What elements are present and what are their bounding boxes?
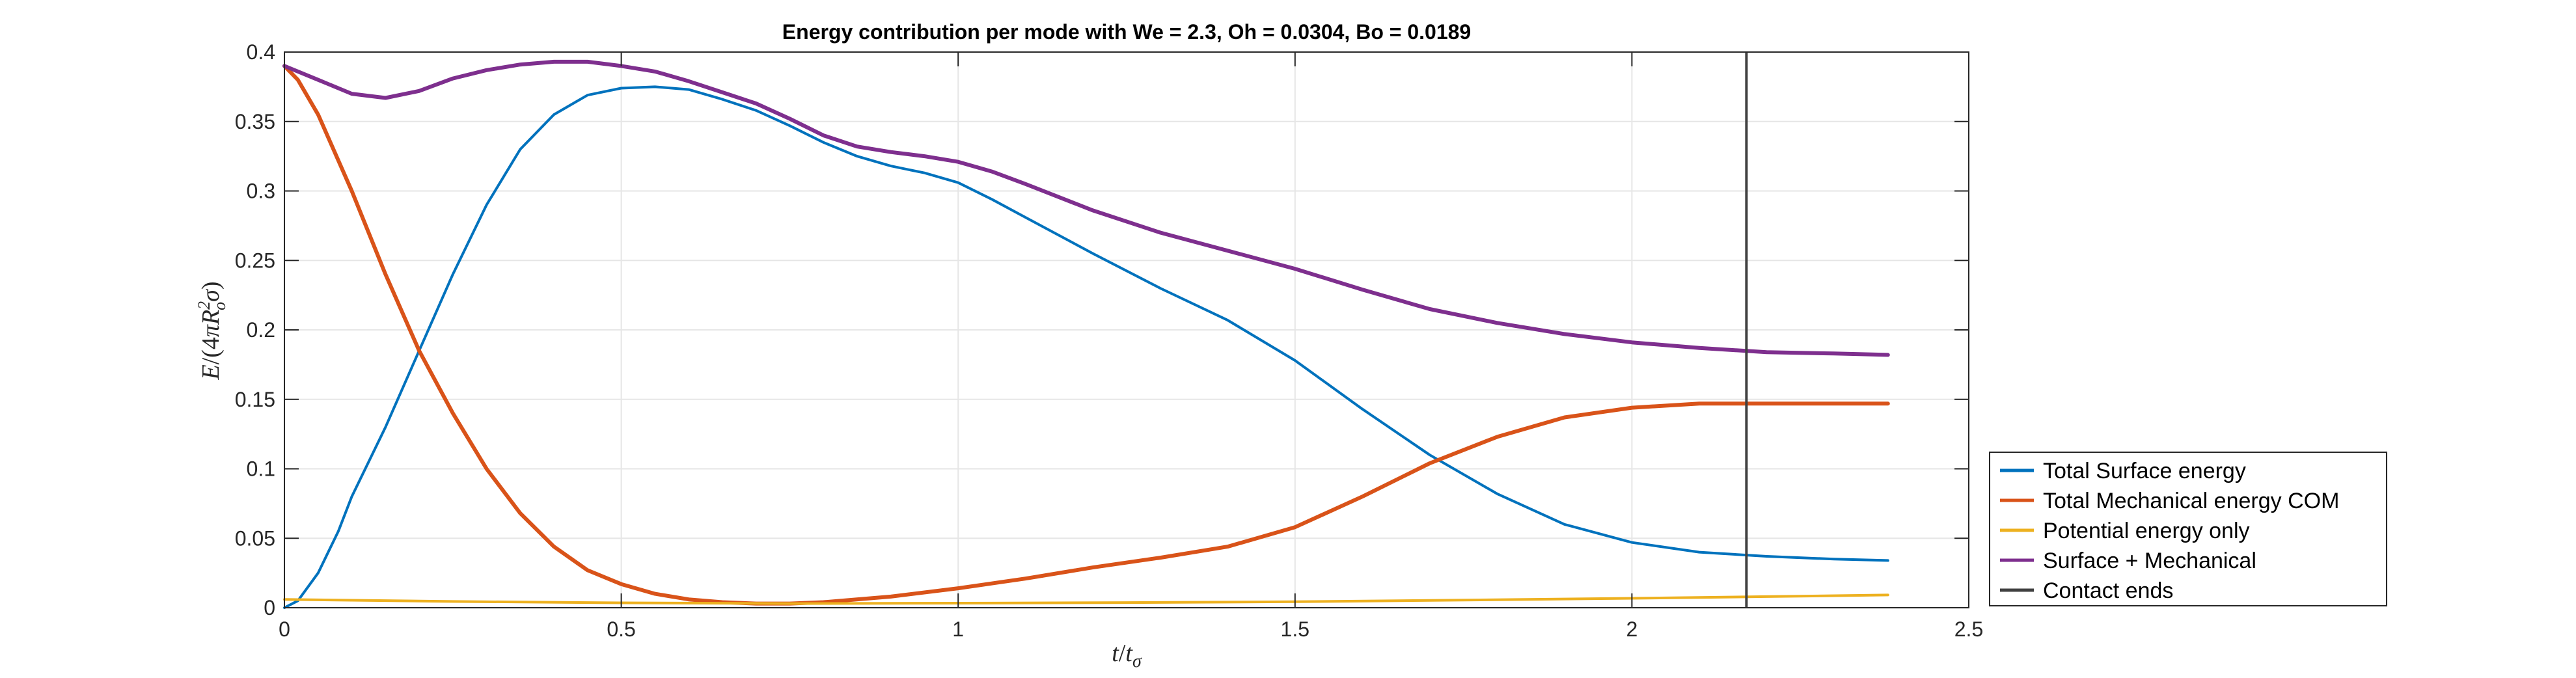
series-line-total-surface-energy: [283, 85, 1889, 609]
legend-label: Contact ends: [2043, 578, 2173, 603]
legend: Total Surface energy Total Mechanical ene…: [1989, 452, 2387, 606]
x-axis-label-t: t: [1112, 640, 1119, 667]
svg-text:t/tσ: t/tσ: [1112, 640, 1142, 671]
y-tick-label: 0.15: [235, 388, 275, 411]
series-line-potential-energy-only: [283, 593, 1889, 605]
y-axis-label: E/(4πR2oσ): [195, 281, 229, 380]
y-tick-label: 0.1: [247, 457, 275, 481]
series-line-surface-mechanical: [282, 59, 1890, 357]
y-tick-label: 0: [264, 596, 275, 619]
y-tick-label: 0.35: [235, 110, 275, 133]
legend-label: Total Mechanical energy COM: [2043, 489, 2339, 513]
y-tick-label: 0.3: [247, 180, 275, 203]
x-tick-label: 0: [279, 617, 290, 641]
x-axis-label: t/tσ: [1112, 640, 1142, 671]
x-tick-label: 0.5: [607, 617, 635, 641]
axes: 0 0.5 1 1.5 2 2.5 0 0.05 0.1 0.15 0.2 0.25 0.3 0.35 0.…: [235, 40, 1984, 641]
chart-title: Energy contribution per mode with We = 2…: [782, 20, 1471, 44]
legend-box: [1989, 452, 2387, 606]
legend-label: Surface + Mechanical: [2043, 549, 2256, 573]
y-tick-label: 0.25: [235, 249, 275, 272]
x-tick-label: 1.5: [1281, 617, 1309, 641]
plot-area: [282, 52, 1890, 609]
svg-text:E/(4πR2oσ): E/(4πR2oσ): [195, 281, 229, 380]
legend-label: Potential energy only: [2043, 519, 2250, 543]
legend-label: Total Surface energy: [2043, 459, 2246, 483]
x-tick-label: 2.5: [1954, 617, 1983, 641]
x-tick-label: 2: [1626, 617, 1638, 641]
y-tick-label: 0.4: [247, 40, 275, 64]
x-tick-label: 1: [952, 617, 964, 641]
y-tick-label: 0.2: [247, 318, 275, 342]
y-tick-label: 0.05: [235, 526, 275, 550]
grid-lines: [284, 51, 1969, 608]
